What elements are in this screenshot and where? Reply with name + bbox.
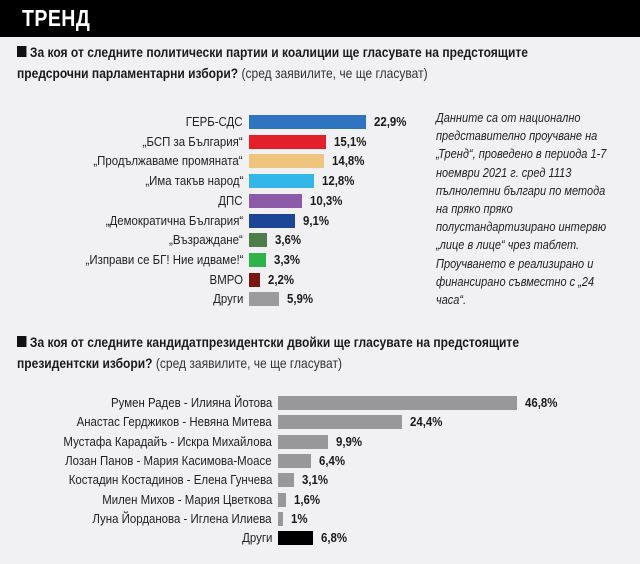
question-note: (сред заявилите, че ще гласуват) — [155, 355, 342, 371]
question-note: (сред заявилите, че ще гласуват) — [241, 65, 428, 81]
bar — [278, 473, 294, 488]
bar-row: Лозан Панов - Мария Касимова-Моасе 6,4% — [0, 453, 640, 469]
bar-row: Мустафа Карадайъ - Искра Михайлова 9,9% — [0, 434, 640, 450]
value-label: 24,4% — [410, 414, 443, 430]
bar-row: Анастас Герджиков - Невяна Митева 24,4% — [0, 414, 640, 430]
bar — [249, 272, 261, 287]
category-label: Мустафа Карадайъ - Искра Михайлова — [63, 433, 272, 449]
question-text-2: предсрочни парламентарни избори? — [17, 65, 239, 81]
bar — [249, 252, 266, 267]
value-label: 9,1% — [303, 212, 330, 228]
value-label: 6,4% — [318, 452, 345, 468]
value-label: 1% — [291, 510, 308, 526]
bar-row: ГЕРБ-СДС 22,9% — [0, 114, 640, 130]
bar — [249, 134, 326, 149]
category-label: Анастас Герджиков - Невяна Митева — [76, 414, 272, 430]
bar — [249, 292, 280, 307]
bar — [249, 213, 296, 228]
bar-row: „Възраждане“ 3,6% — [0, 232, 640, 248]
category-label: Други — [212, 291, 243, 307]
bar-row: „БСП за България“ 15,1% — [0, 134, 640, 150]
bar — [278, 492, 287, 507]
value-label: 14,8% — [332, 153, 365, 169]
bar-row: „Продължаваме промяната“ 14,8% — [0, 153, 640, 169]
bar — [249, 193, 302, 208]
category-label: Други — [241, 530, 272, 546]
category-label: Лозан Панов - Мария Касимова-Моасе — [65, 452, 272, 468]
bar-row: Други 6,8% — [0, 530, 640, 546]
bar — [278, 453, 311, 468]
bullet-square-icon — [17, 46, 27, 57]
value-label: 3,6% — [275, 232, 302, 248]
value-label: 3,1% — [301, 472, 328, 488]
bar — [249, 174, 315, 189]
bar-row: Милен Михов - Мария Цветкова 1,6% — [0, 492, 640, 508]
category-label: „Продължаваме промяната“ — [93, 153, 243, 169]
header-title: ТРЕНД — [22, 5, 91, 31]
category-label: Милен Михов - Мария Цветкова — [101, 491, 272, 507]
value-label: 6,8% — [320, 530, 347, 546]
value-label: 9,9% — [336, 433, 363, 449]
value-label: 10,3% — [309, 192, 342, 208]
value-label: 3,3% — [273, 251, 300, 267]
bar — [249, 115, 366, 129]
category-label: ГЕРБ-СДС — [186, 114, 243, 129]
category-label: „Изправи се БГ! Ние идваме!“ — [85, 251, 243, 267]
category-label: ВМРО — [209, 271, 243, 287]
category-label: „БСП за България“ — [142, 133, 243, 149]
bar-row: Румен Радев - Илияна Йотова 46,8% — [0, 395, 640, 411]
question-text: За коя от следните политически партии и … — [29, 44, 528, 60]
bar — [278, 396, 517, 410]
bar-row: ДПС 10,3% — [0, 193, 640, 209]
value-label: 15,1% — [334, 133, 367, 149]
bullet-square-icon — [17, 336, 27, 347]
bar — [278, 511, 284, 526]
bar — [249, 154, 325, 169]
bar-row: Костадин Костадинов - Елена Гунчева 3,1% — [0, 472, 640, 488]
value-label: 2,2% — [268, 271, 295, 287]
methodology-note: Данните са от национално представително … — [436, 109, 612, 309]
question-text: За коя от следните кандидатпрезидентски … — [29, 334, 520, 350]
category-label: „Демократична България“ — [105, 212, 243, 228]
bar-row: Луна Йорданова - Иглена Илиева 1% — [0, 511, 640, 527]
category-label: Костадин Костадинов - Елена Гунчева — [68, 472, 272, 488]
category-label: Луна Йорданова - Иглена Илиева — [92, 510, 272, 526]
header-bar: ТРЕНД — [0, 0, 640, 37]
bar — [249, 233, 268, 248]
bar-row: „Има такъв народ“ 12,8% — [0, 173, 640, 189]
bar-row: ВМРО 2,2% — [0, 272, 640, 288]
category-label: „Има такъв народ“ — [145, 173, 243, 189]
bar-row: „Демократична България“ 9,1% — [0, 213, 640, 229]
bar-row: Други 5,9% — [0, 291, 640, 307]
bar — [278, 531, 313, 546]
methodology-text: Данните са от национално представително … — [436, 111, 607, 308]
value-label: 1,6% — [294, 491, 321, 507]
question-presidential: За коя от следните кандидатпрезидентски … — [17, 332, 550, 374]
value-label: 22,9% — [373, 114, 407, 129]
value-label: 5,9% — [287, 291, 314, 307]
category-label: „Възраждане“ — [169, 232, 243, 248]
bar-row: „Изправи се БГ! Ние идваме!“ 3,3% — [0, 252, 640, 268]
value-label: 46,8% — [524, 395, 558, 410]
bar — [278, 434, 329, 449]
category-label: ДПС — [218, 192, 243, 208]
bar — [278, 415, 403, 430]
question-text-2: президентски избори? — [17, 355, 153, 371]
value-label: 12,8% — [322, 173, 355, 189]
question-parliamentary: За коя от следните политически партии и … — [17, 42, 550, 84]
category-label: Румен Радев - Илияна Йотова — [110, 395, 272, 410]
